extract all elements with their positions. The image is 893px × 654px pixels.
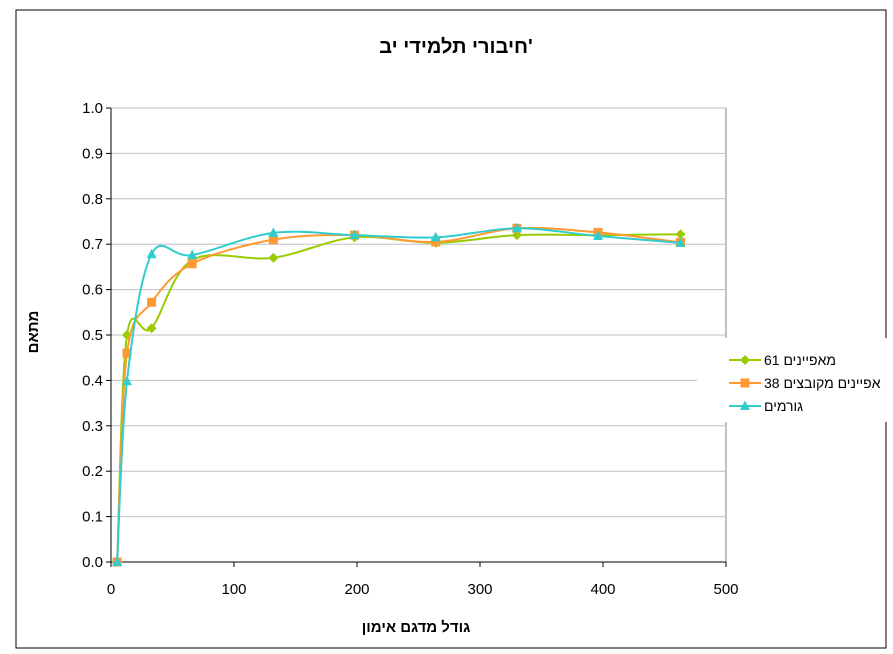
data-point bbox=[268, 252, 279, 263]
data-point bbox=[675, 237, 686, 247]
data-point bbox=[431, 237, 441, 247]
x-tick-labels: 0 100 200 300 400 500 bbox=[107, 581, 739, 598]
y-tick-label: 0.7 bbox=[82, 236, 103, 253]
series-group bbox=[112, 222, 686, 567]
y-tick-label: 0.5 bbox=[82, 327, 103, 344]
legend-label: 38 אפיינים מקובצים bbox=[764, 375, 881, 391]
legend-label: 61 מאפיינים bbox=[764, 352, 836, 368]
legend: 61 מאפיינים 38 אפיינים מקובצים גורמים bbox=[697, 338, 890, 422]
y-tick-label: 0.0 bbox=[82, 554, 103, 571]
data-point bbox=[121, 330, 132, 340]
data-point bbox=[121, 375, 132, 386]
data-point bbox=[122, 348, 132, 358]
data-point bbox=[147, 297, 157, 307]
y-tick-label: 0.9 bbox=[82, 145, 103, 162]
legend-box bbox=[697, 338, 890, 422]
data-point bbox=[187, 259, 197, 269]
x-axis-title: גודל מדגם אימון bbox=[362, 619, 471, 636]
data-point bbox=[593, 230, 604, 241]
legend-item: 61 מאפיינים bbox=[729, 352, 836, 368]
legend-item: גורמים bbox=[729, 398, 803, 414]
data-point bbox=[268, 235, 278, 245]
grid-lines bbox=[111, 107, 726, 518]
data-point bbox=[187, 249, 198, 260]
data-point bbox=[349, 229, 360, 240]
y-tick-label: 0.8 bbox=[82, 191, 103, 208]
y-tick-label: 0.3 bbox=[82, 418, 103, 435]
legend-label: גורמים bbox=[764, 398, 803, 414]
x-tick-label: 100 bbox=[221, 581, 246, 598]
axes bbox=[106, 107, 727, 567]
x-tick-label: 400 bbox=[590, 581, 615, 598]
y-tick-label: 0.6 bbox=[82, 282, 103, 299]
x-tick-label: 200 bbox=[344, 581, 369, 598]
y-tick-label: 0.4 bbox=[82, 372, 103, 389]
y-tick-label: 1.0 bbox=[82, 100, 103, 117]
data-point bbox=[268, 227, 279, 237]
y-axis-title: מתאם bbox=[25, 311, 42, 354]
legend-marker bbox=[740, 400, 750, 410]
data-point bbox=[511, 222, 522, 233]
x-tick-label: 0 bbox=[107, 581, 115, 598]
y-tick-labels: 0.0 0.1 0.2 0.3 0.4 0.5 0.6 0.7 0.8 0.9 1.0 bbox=[82, 100, 103, 571]
y-tick-label: 0.2 bbox=[82, 463, 103, 480]
series-3 bbox=[112, 222, 686, 566]
legend-marker bbox=[740, 355, 750, 365]
data-point bbox=[112, 556, 123, 566]
y-tick-label: 0.1 bbox=[82, 509, 103, 526]
legend-marker bbox=[740, 378, 750, 388]
data-point bbox=[146, 248, 157, 259]
x-tick-label: 500 bbox=[713, 581, 738, 598]
x-tick-label: 300 bbox=[467, 581, 492, 598]
chart-title: חיבורי תלמידי יב' bbox=[379, 36, 533, 58]
series-line bbox=[116, 227, 681, 563]
legend-item: 38 אפיינים מקובצים bbox=[729, 375, 881, 391]
data-point bbox=[430, 231, 441, 242]
data-point bbox=[675, 229, 686, 240]
data-point bbox=[146, 323, 157, 334]
